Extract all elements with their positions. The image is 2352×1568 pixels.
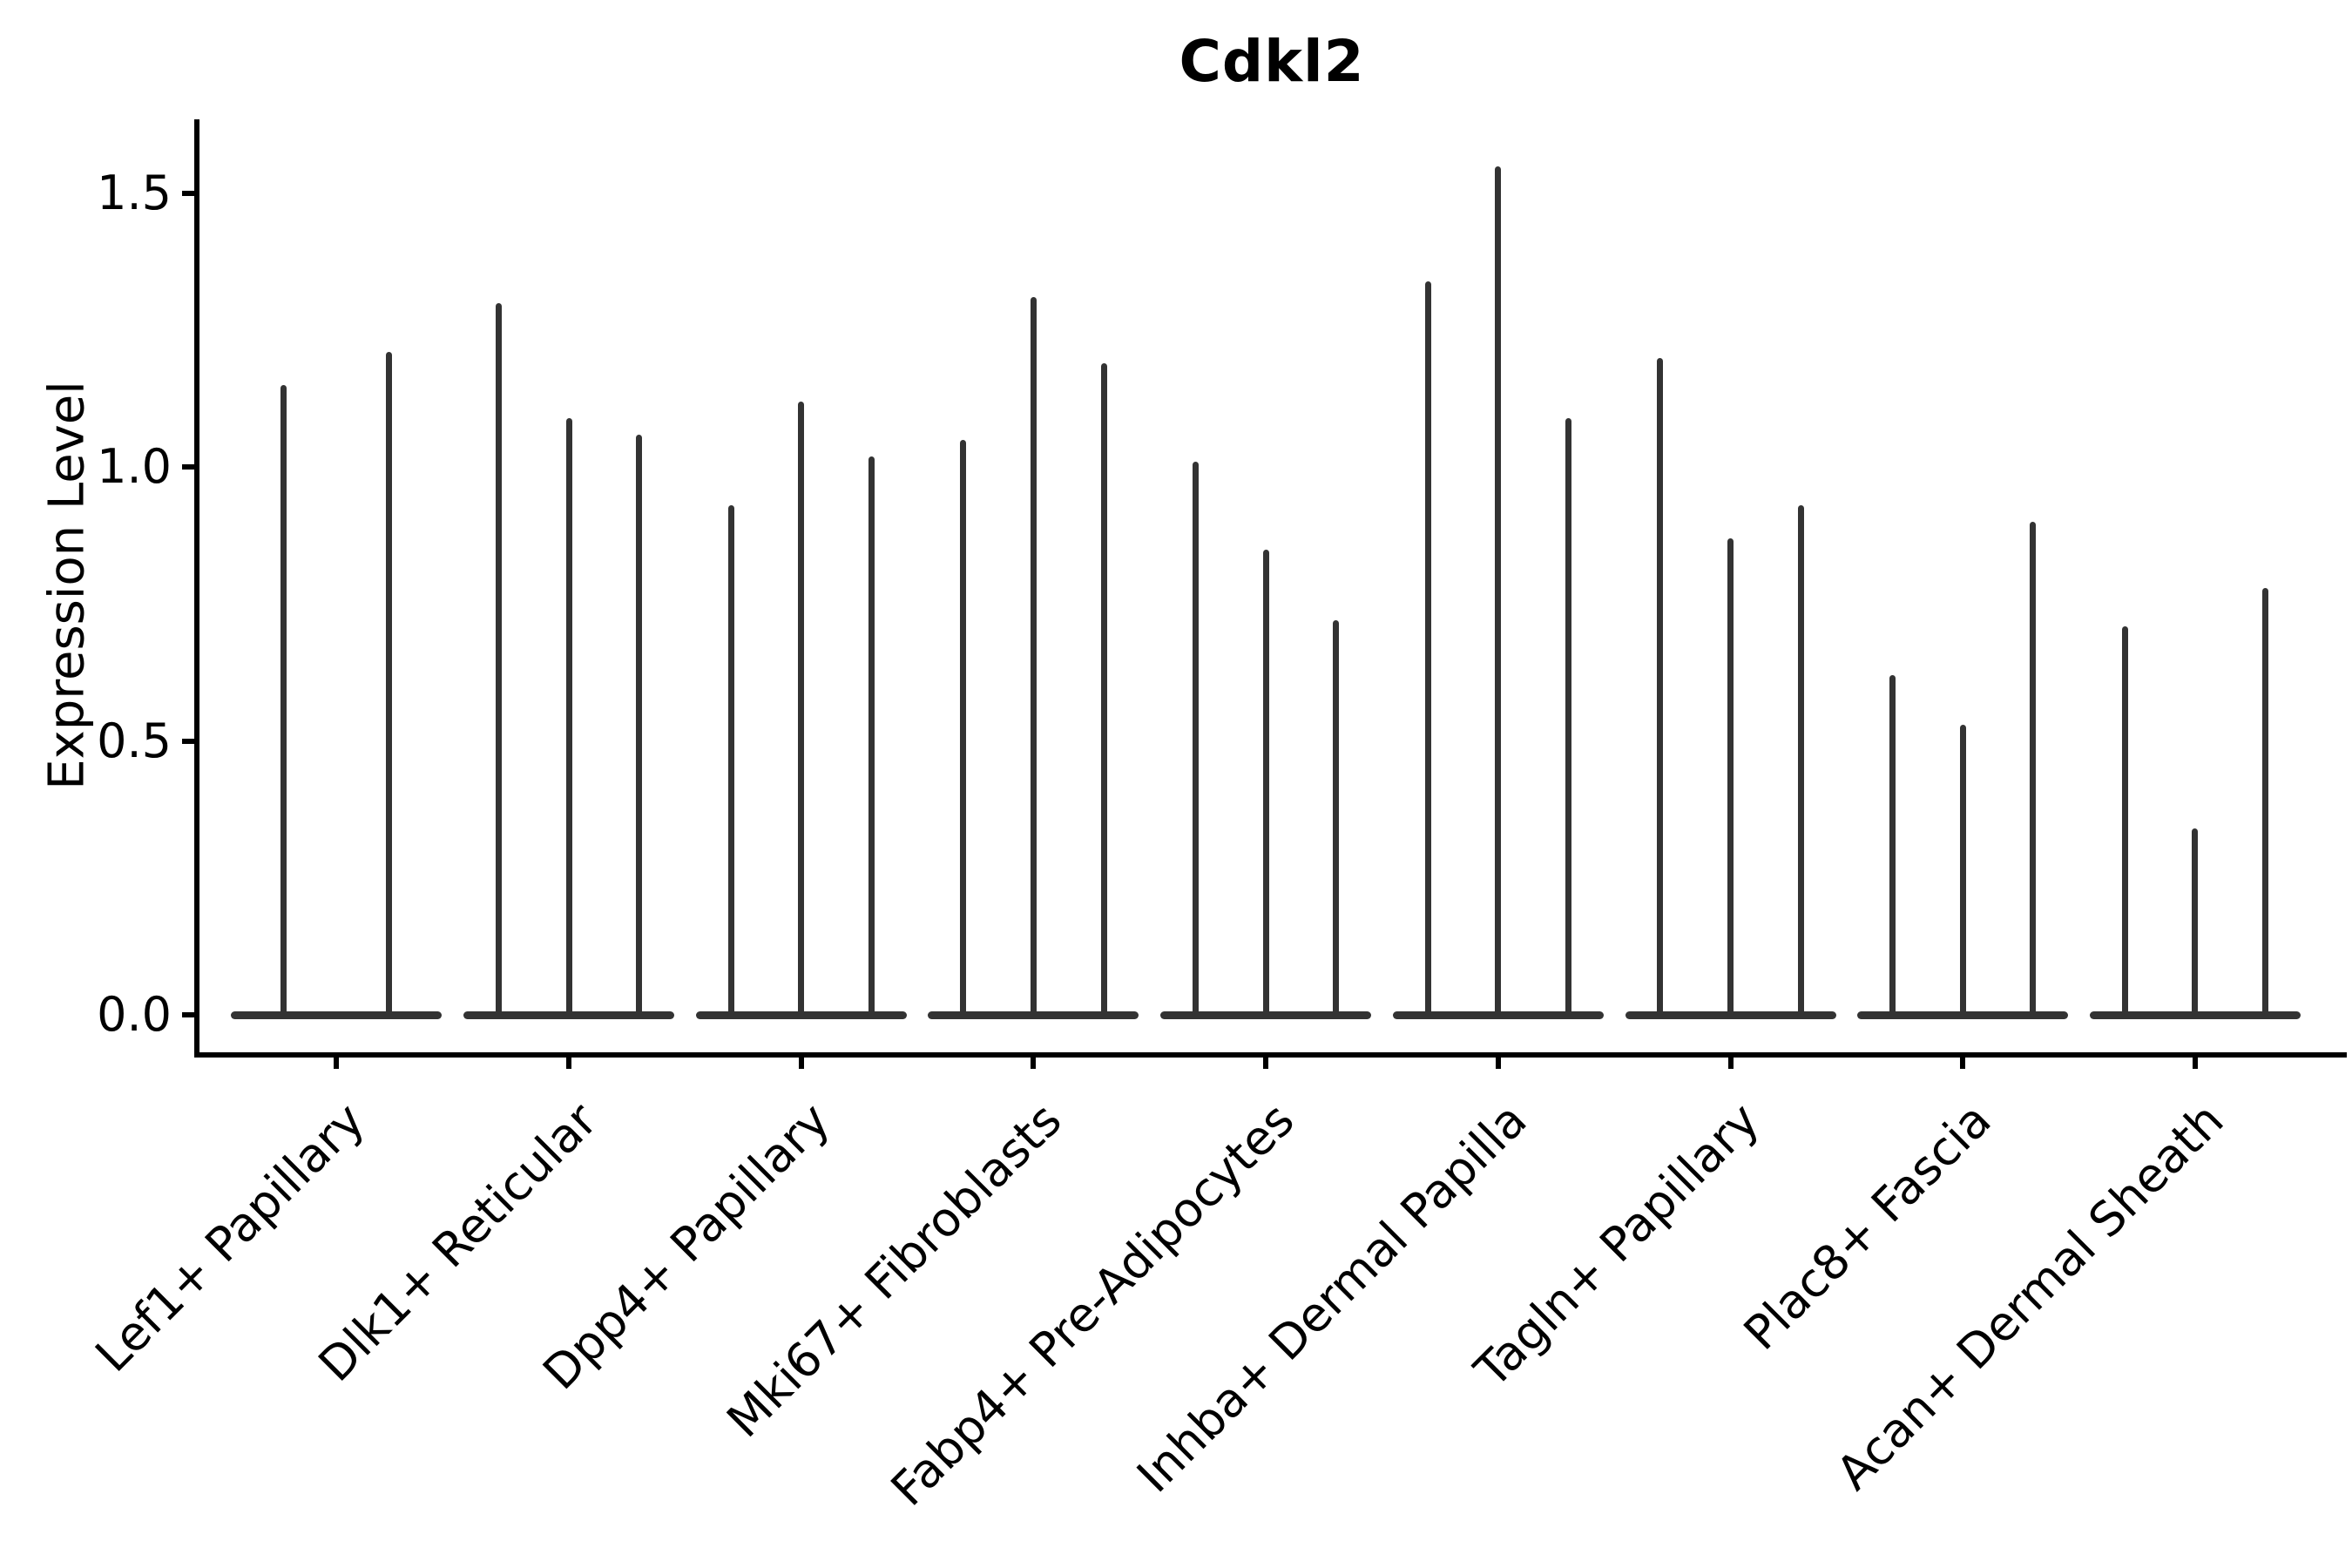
y-tick-label: 0.5 [97,713,172,768]
violin-needle [565,417,572,1015]
violin-needle [1959,724,1966,1015]
violin-baseline [1857,1011,2069,1019]
violin-needle [2262,587,2269,1015]
violin-needle [1424,280,1431,1015]
x-tick-mark [798,1058,804,1069]
x-tick-mark [1031,1058,1037,1069]
violin-baseline [1625,1011,1836,1019]
violin-needle [1565,417,1572,1015]
x-category-label: Fabp4+ Pre-Adipocytes [880,1092,1305,1517]
violin-needle [1727,538,1734,1015]
y-tick-label: 0.0 [97,987,172,1042]
violin-baseline [1392,1011,1604,1019]
violin-needle [280,384,287,1015]
x-tick-mark [334,1058,340,1069]
violin-needle [868,456,875,1015]
x-tick-mark [1727,1058,1734,1069]
x-category-label: Acan+ Dermal Sheath [1826,1092,2234,1501]
violin-needle [386,352,393,1015]
violin-needle [1333,620,1340,1015]
violin-needle [727,505,734,1015]
x-tick-mark [1263,1058,1269,1069]
x-tick-mark [2192,1058,2198,1069]
y-tick-mark [182,738,194,744]
chart-title: Cdkl2 [1179,28,1365,95]
y-tick-mark [182,464,194,470]
violin-needle [2030,522,2037,1015]
x-tick-mark [1495,1058,1501,1069]
violin-needle [960,439,967,1015]
y-tick-label: 1.5 [97,165,172,220]
violin-needle [1100,362,1107,1015]
violin-baseline [231,1011,443,1019]
y-tick-label: 1.0 [97,439,172,495]
violin-needle [2192,828,2199,1015]
violin-baseline [2089,1011,2301,1019]
x-tick-mark [566,1058,571,1069]
violin-needle [636,434,643,1015]
violin-baseline [695,1011,907,1019]
violin-needle [1657,357,1664,1015]
x-category-label: Plac8+ Fascia [1734,1092,2002,1361]
violin-needle [1797,505,1804,1015]
violin-needle [495,302,502,1015]
violin-needle [1495,166,1502,1015]
y-tick-mark [182,190,194,196]
violin-needle [1030,297,1037,1015]
violin-needle [1889,675,1896,1015]
violin-baseline [463,1011,674,1019]
x-tick-mark [1960,1058,1966,1069]
x-category-label: Inhba+ Dermal Papilla [1125,1092,1538,1504]
y-axis-spine [194,119,199,1058]
violin-needle [1192,462,1199,1015]
violin-baseline [1160,1011,1372,1019]
violin-needle [2121,625,2128,1015]
x-axis-spine [194,1052,2347,1058]
violin-baseline [928,1011,1139,1019]
y-tick-mark [182,1012,194,1017]
violin-needle [1262,549,1269,1015]
violin-needle [798,401,805,1015]
